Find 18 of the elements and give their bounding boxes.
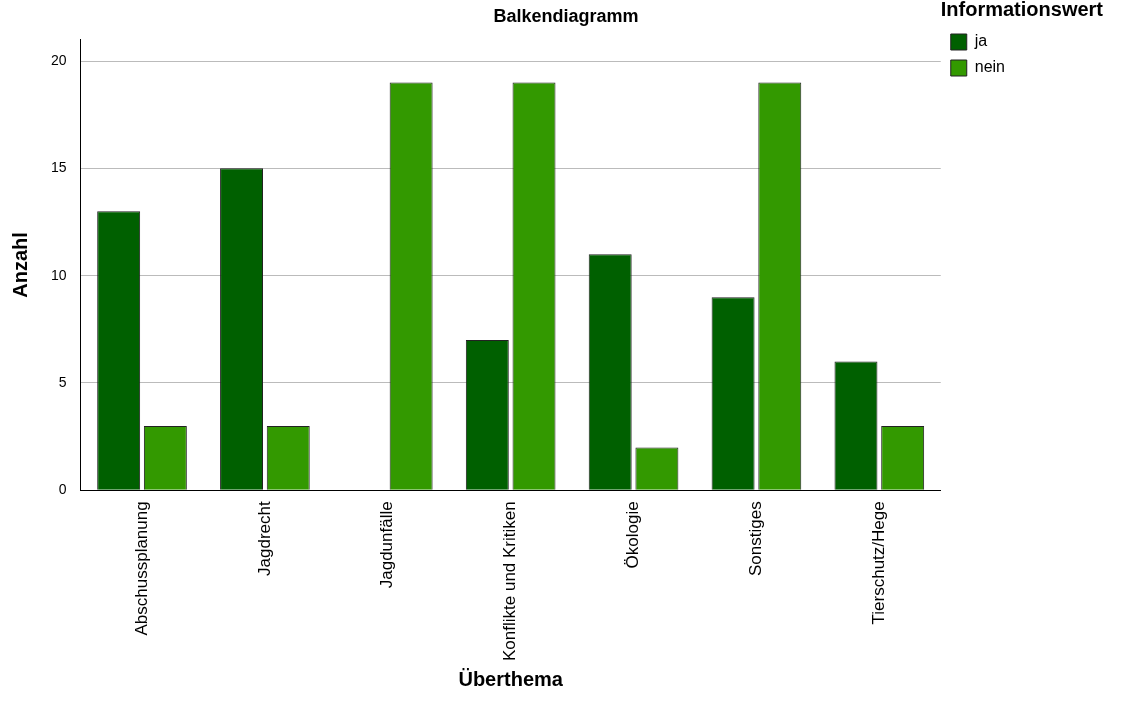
y-tick-label: 20 [50,51,67,68]
y-tick-label: 10 [50,266,67,283]
x-tick-label: Konflikte und Kritiken [500,501,520,661]
legend-label: nein [974,58,1006,76]
x-axis-title: Überthema [458,667,564,690]
x-tick-label: Jagdunfälle [377,501,397,589]
legend-label: ja [973,32,988,50]
x-tick-label: Ökologie [623,501,643,569]
chart-title: Balkendiagramm [493,5,639,26]
y-axis-title: Anzahl [8,232,31,298]
y-tick-label: 5 [58,373,67,390]
y-tick-label: 15 [50,159,67,176]
x-tick-label: Sonstiges [746,501,766,576]
x-tick-label: Tierschutz/Hege [869,501,889,625]
legend-title: Informationswert [940,0,1104,20]
x-tick-label: Abschussplanung [131,501,151,636]
x-tick-label: Jagdrecht [254,501,274,576]
y-tick-label: 0 [58,481,67,498]
